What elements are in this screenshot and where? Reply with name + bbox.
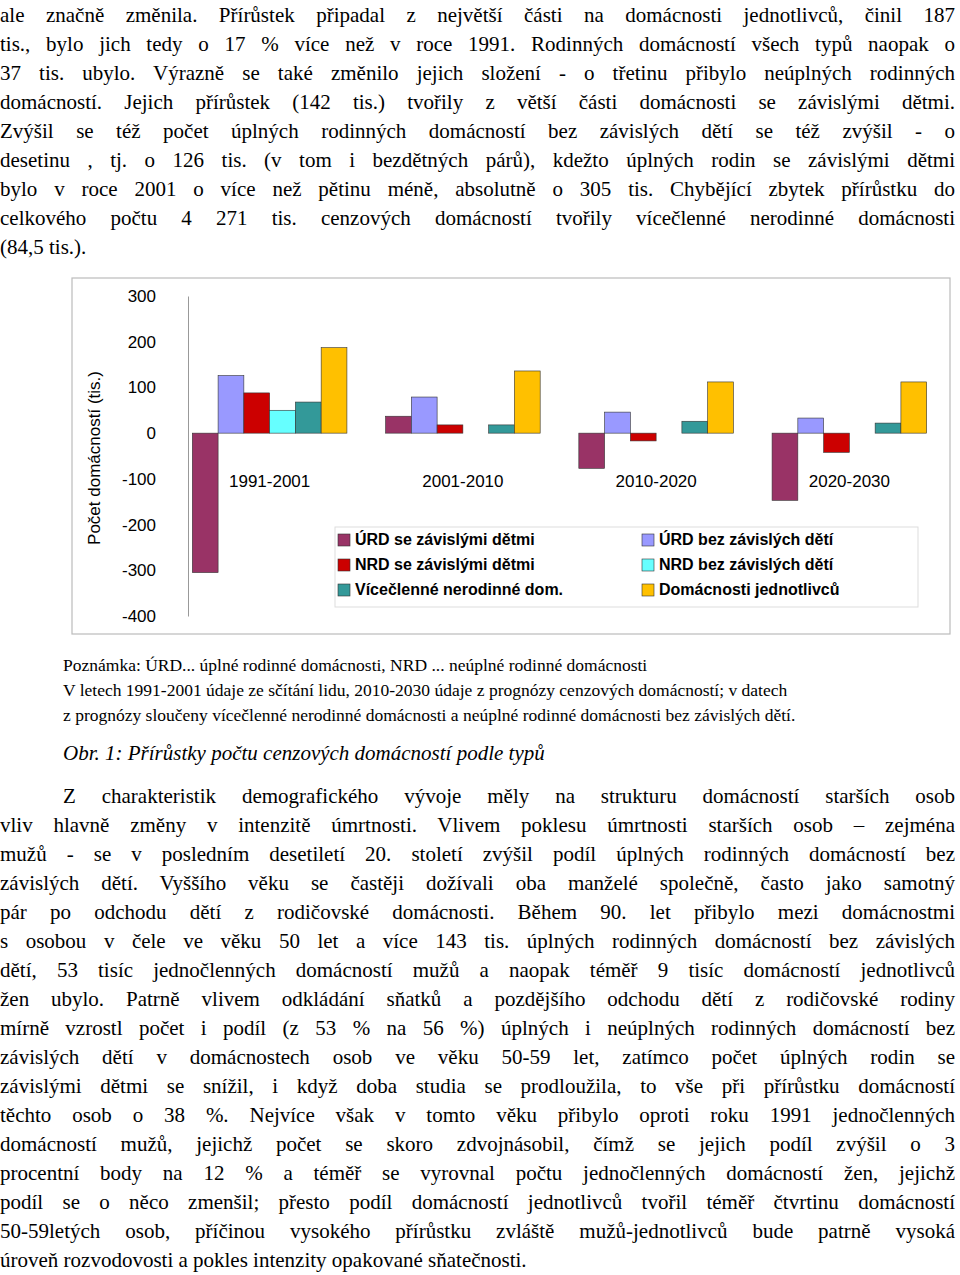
y-tick-label: -100 [122, 470, 156, 489]
category-label: 2010-2020 [615, 472, 696, 491]
bar [579, 433, 605, 468]
y-tick: 100 [128, 378, 188, 397]
text-line: závislých dětí v domácnostech osob ve vě… [0, 1045, 955, 1069]
text-line: závislých dětí. Vyššího věku se častěji … [0, 871, 955, 895]
text-line: mírně vzrostl počet i podíl (z 53 % na 5… [0, 1016, 955, 1040]
legend-label: ÚRD bez závislých dětí [659, 530, 834, 548]
chart-note: z prognózy sloučeny vícečlenné nerodinné… [63, 704, 795, 726]
bar [605, 412, 631, 433]
legend-label: NRD bez závislých dětí [659, 556, 834, 573]
bar [824, 433, 850, 452]
legend-label: ÚRD se závislými dětmi [355, 530, 535, 548]
y-tick: 300 [128, 287, 188, 306]
y-tick: -400 [122, 607, 188, 626]
text-line: s osobou v čele ve věku 50 let a více 14… [0, 929, 955, 953]
category-label: 2020-2030 [809, 472, 890, 491]
text-line: pár po odchodu dětí z rodičovské domácno… [0, 900, 955, 924]
text-line: bylo v roce 2001 o více než pětinu méně,… [0, 177, 955, 201]
chart: -400 -300 -200 -100 0 100 200 300 Počet domácnos… [0, 0, 960, 1275]
legend-swatch [338, 534, 350, 546]
bar [295, 402, 321, 433]
legend: ÚRD se závislými dětmi ÚRD bez závislých … [335, 527, 918, 607]
bar [514, 371, 540, 433]
text-line: 37 tis. ubylo. Výrazně se také změnilo j… [0, 61, 955, 85]
bar [437, 425, 463, 433]
y-tick-label: 0 [147, 424, 156, 443]
bar [708, 382, 734, 433]
bar [630, 433, 656, 441]
legend-swatch [642, 584, 654, 596]
bar [218, 376, 244, 434]
chart-note: V letech 1991-2001 údaje ze sčítání lidu… [63, 679, 787, 701]
text-line: závislými dětmi se snížil, i když doba s… [0, 1074, 955, 1098]
bar [875, 423, 901, 433]
text-line: 50-59letých osob, příčinou vysokého přír… [0, 1219, 955, 1243]
text-line: dětí, 53 tisíc jednočlenných domácností … [0, 958, 955, 982]
legend-box [335, 527, 918, 607]
figure-caption: Obr. 1: Přírůstky počtu cenzových domácn… [63, 741, 545, 765]
bar [244, 393, 270, 433]
chart-frame [72, 278, 950, 634]
legend-swatch [338, 584, 350, 596]
text-line: úroveň rozvodovosti a pokles intenzity o… [0, 1248, 955, 1272]
legend-label: NRD se závislými dětmi [355, 556, 535, 573]
text-line: (84,5 tis.). [0, 235, 955, 259]
text-line: domácností. Jejich přírůstek (142 tis.) … [0, 90, 955, 114]
bar [682, 421, 708, 433]
text-line: Zvýšil se též počet úplných rodinných do… [0, 119, 955, 143]
bar [772, 433, 798, 500]
bar [192, 433, 218, 572]
y-tick-label: -400 [122, 607, 156, 626]
chart-note: Poznámka: ÚRD... úplné rodinné domácnost… [63, 654, 647, 676]
text-line: ale značně změnila. Přírůstek připadal z… [0, 3, 955, 27]
y-tick: -100 [122, 470, 188, 489]
text-line: procentní body na 12 % a téměř se vyrovn… [0, 1161, 955, 1185]
text-line: mužů - se v posledním desetiletí 20. sto… [0, 842, 955, 866]
legend-swatch [338, 559, 350, 571]
legend-swatch [642, 534, 654, 546]
y-axis-title: Počet domácností (tis.) [85, 371, 104, 545]
y-axis: -400 -300 -200 -100 0 100 200 300 [122, 287, 189, 626]
bar [270, 410, 296, 433]
y-tick: 0 [147, 424, 188, 443]
text-line: vliv hlavně změny v intenzitě úmrtnosti.… [0, 813, 955, 837]
text-line: tis., bylo jich tedy o 17 % více než v r… [0, 32, 955, 56]
legend-label: Domácnosti jednotlivců [659, 581, 839, 598]
bars [192, 348, 926, 573]
category-label: 1991-2001 [229, 472, 310, 491]
y-axis-line [188, 297, 189, 617]
legend-swatch [642, 559, 654, 571]
y-tick-label: -200 [122, 516, 156, 535]
y-tick-label: 200 [128, 333, 156, 352]
text-line: celkového počtu 4 271 tis. cenzových dom… [0, 206, 955, 230]
bar [798, 418, 824, 433]
bar [489, 425, 515, 433]
text-line: žen ubylo. Patrně vlivem odkládání sňatk… [0, 987, 955, 1011]
y-tick-label: -300 [122, 561, 156, 580]
y-tick: -200 [122, 516, 188, 535]
text-line: desetinu , tj. o 126 tis. (v tom i bezdě… [0, 148, 955, 172]
text-line: domácností mužů, jejichž počet se skoro … [0, 1132, 955, 1156]
y-tick-label: 300 [128, 287, 156, 306]
y-tick-label: 100 [128, 378, 156, 397]
text-line: Z charakteristik demografického vývoje m… [63, 784, 955, 808]
bar [411, 397, 437, 433]
bar [901, 382, 927, 433]
text-line: těchto osob o 38 %. Nejvíce však v tomto… [0, 1103, 955, 1127]
bar [321, 348, 347, 433]
legend-label: Vícečlenné nerodinné dom. [355, 581, 563, 598]
y-tick: -300 [122, 561, 188, 580]
bar [386, 416, 412, 433]
text-line: podíl se o něco zmenšil; přesto podíl do… [0, 1190, 955, 1214]
category-label: 2001-2010 [422, 472, 503, 491]
y-tick: 200 [128, 333, 188, 352]
